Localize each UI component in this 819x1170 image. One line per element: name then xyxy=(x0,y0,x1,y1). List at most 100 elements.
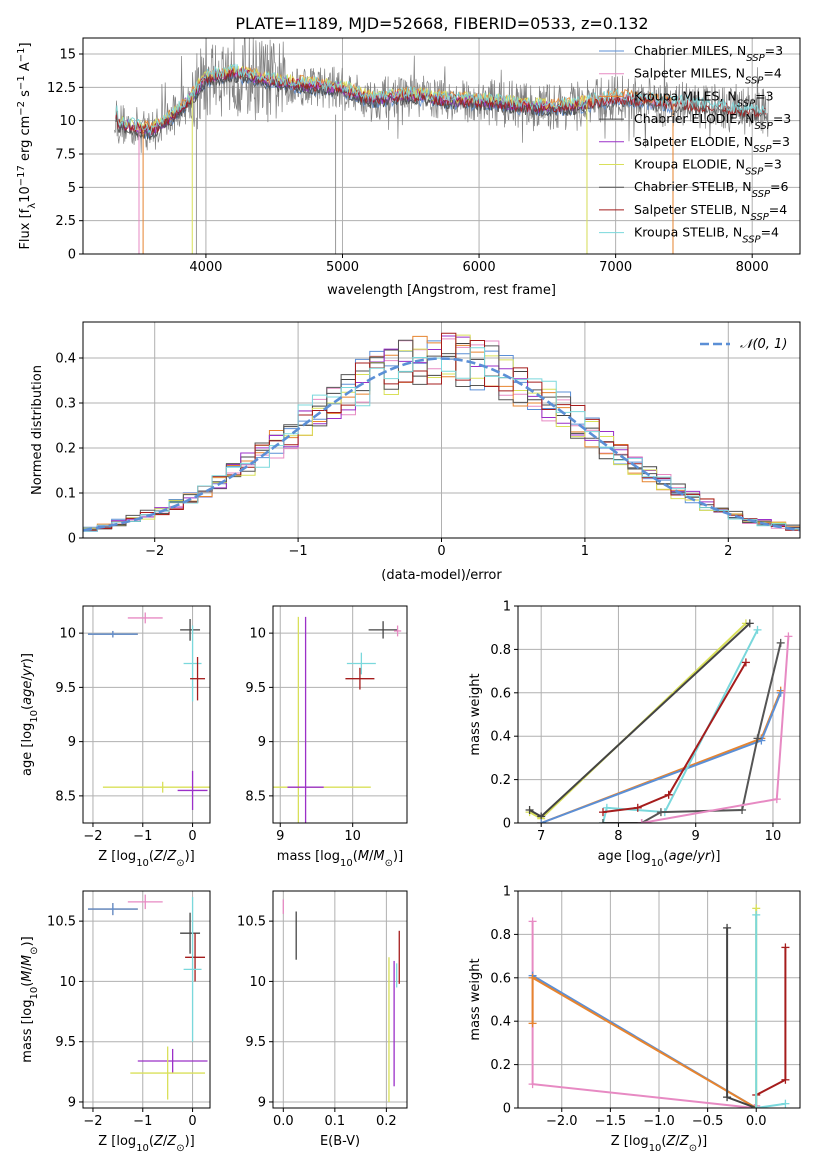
legend-label: Kroupa MILES, NSSP=3 xyxy=(634,88,774,109)
label-part: erg cm xyxy=(18,116,33,165)
plot-area xyxy=(87,612,210,810)
label-part: Kroupa MILES, N xyxy=(634,88,737,103)
label-part: 10 xyxy=(136,1143,149,1154)
x-tick-label: 0 xyxy=(188,829,196,844)
y-axis-label: Flux [fλ10−17 erg cm−2 s−1 A−1] xyxy=(16,42,38,249)
y-tick-label: 0 xyxy=(68,248,76,263)
y-tick-label: 7.5 xyxy=(55,148,76,163)
label-part: −1 xyxy=(16,48,27,63)
label-part: Chabrier STELIB, N xyxy=(634,179,752,194)
label-part: 10 xyxy=(29,987,40,1000)
label-part: )] xyxy=(697,1134,707,1149)
plot-area xyxy=(83,332,800,532)
y-axis-label: Normed distribution xyxy=(30,365,45,495)
label-part: )] xyxy=(20,936,35,946)
label-part: 10 xyxy=(651,858,664,869)
label-part: SSP xyxy=(745,166,764,177)
series-kroupa-stelib xyxy=(598,625,762,823)
label-part: SSP xyxy=(752,189,771,200)
legend-label: Chabrier STELIB, NSSP=6 xyxy=(634,179,789,200)
x-tick-label: 7000 xyxy=(599,260,632,275)
x-tick-label: −2 xyxy=(145,544,164,559)
label-part: / xyxy=(163,849,168,864)
label-part: SSP xyxy=(746,53,765,64)
y-tick-label: 1 xyxy=(503,600,511,615)
y-tick-label: 0 xyxy=(503,817,511,832)
x-tick-label: 1 xyxy=(581,544,589,559)
y-tick-label: 8.5 xyxy=(245,789,266,804)
x-tick-label: 6000 xyxy=(463,260,496,275)
label-part: ] xyxy=(18,42,33,47)
label-part: / xyxy=(675,1134,680,1149)
x-tick-label: 8 xyxy=(614,829,622,844)
y-tick-label: 9 xyxy=(68,1095,76,1110)
axes-frame xyxy=(272,605,408,824)
label-part: Salpeter ELODIE, N xyxy=(634,134,753,149)
x-tick-label: −1 xyxy=(133,1114,152,1129)
label-part: 10 xyxy=(18,186,33,203)
axes-frame xyxy=(82,890,211,1109)
y-axis-label: mass [log10(M/M⊙)] xyxy=(20,936,40,1062)
x-axis-label: age [log10(age/yr)] xyxy=(598,849,721,869)
errorbar-kroupa-stelib xyxy=(183,897,202,1042)
label-part: =4 xyxy=(769,202,787,217)
series-salpeter-miles xyxy=(528,917,761,1108)
weight-line xyxy=(602,661,747,814)
label-part: age xyxy=(669,849,693,864)
label-part: / xyxy=(369,849,374,864)
errorbar-kroupa-stelib xyxy=(346,652,376,675)
label-part: E(B-V) xyxy=(320,1134,360,1149)
label-part: )] xyxy=(20,653,35,663)
label-part: =3 xyxy=(765,43,783,58)
label-part: )] xyxy=(710,849,720,864)
label-part: )] xyxy=(185,849,195,864)
series-salpeter-stelib xyxy=(752,943,790,1108)
spectrum-panel: 4000 5000 6000 7000 8000 0 2.5 5 7.5 10 12.5 15 wave… xyxy=(16,37,801,298)
y-tick-label: 10 xyxy=(249,627,266,642)
label-part: ( xyxy=(20,705,35,710)
weight-line xyxy=(726,927,757,1108)
x-tick-label: 0 xyxy=(188,1114,196,1129)
label-part: M xyxy=(20,970,35,981)
label-part: =3 xyxy=(773,111,791,126)
label-part: 10 xyxy=(649,1143,662,1154)
label-part: yr xyxy=(696,849,712,864)
figure-title: PLATE=1189, MJD=52668, FIBERID=0533, z=0… xyxy=(235,14,648,33)
label-part: M xyxy=(358,849,369,864)
plot-area xyxy=(273,616,402,823)
label-part: SSP xyxy=(753,143,772,154)
y-tick-label: 0.8 xyxy=(490,928,511,943)
x-tick-label: 0.0 xyxy=(746,1114,767,1129)
label-part: =3 xyxy=(755,88,773,103)
label-part: SSP xyxy=(745,75,764,86)
label-part: mass [log xyxy=(20,999,35,1062)
x-axis-label: wavelength [Angstrom, rest frame] xyxy=(327,283,556,298)
label-part: Chabrier ELODIE, N xyxy=(634,111,754,126)
label-part: M xyxy=(373,849,384,864)
y-tick-label: 10.5 xyxy=(237,915,266,930)
series-salpeter-stelib xyxy=(598,658,750,817)
legend-label: Salpeter ELODIE, NSSP=3 xyxy=(634,134,790,155)
x-tick-label: −1.0 xyxy=(643,1114,675,1129)
model-salpeter-stelib xyxy=(115,67,767,135)
errorbar-salpeter-elodie xyxy=(177,770,208,810)
errorbar-salpeter-elodie xyxy=(137,1048,208,1074)
label-part: ⊙ xyxy=(176,858,184,869)
label-part: SSP xyxy=(754,121,773,132)
hist-kroupa-stelib xyxy=(83,347,800,532)
label-part: 10 xyxy=(340,858,353,869)
weight-line xyxy=(540,690,782,823)
label-part: mass [log xyxy=(277,849,340,864)
weight-line xyxy=(603,642,782,823)
label-part: / xyxy=(20,965,35,970)
model-kroupa-stelib xyxy=(115,63,767,134)
x-tick-label: 0.2 xyxy=(376,1114,397,1129)
y-tick-label: 5 xyxy=(68,181,76,196)
errorbar-chabrier-miles xyxy=(87,630,138,638)
legend-label: Chabrier MILES, NSSP=3 xyxy=(634,43,783,64)
label-part: ( xyxy=(661,1134,666,1149)
label-part: ( xyxy=(149,1134,154,1149)
errorbar-chabrier-elodie xyxy=(180,912,201,954)
residual-hist-panel: −2 −1 0 1 2 0 0.1 0.2 0.3 0.4 (data-model)/error No… xyxy=(30,321,801,583)
errorbar-kroupa-elodie xyxy=(130,1046,206,1100)
